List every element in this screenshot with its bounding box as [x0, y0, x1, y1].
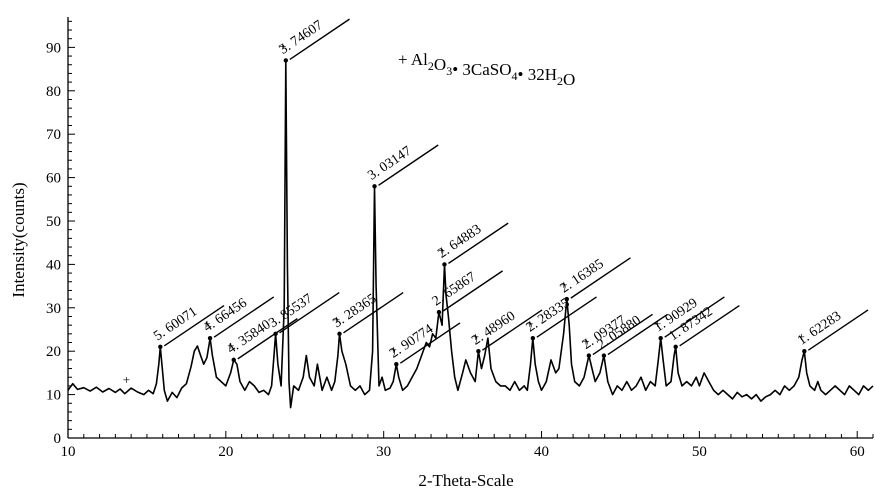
y-axis-title: Intensity(counts) — [9, 182, 28, 297]
peak-annotation: 3. 74607+ — [277, 18, 350, 63]
peak-leader-line — [378, 144, 439, 186]
ettringite-marker: + — [123, 372, 130, 387]
peak-annotation: 2. 64883+ — [435, 222, 509, 267]
y-tick-label: 30 — [46, 301, 61, 317]
peak-point — [530, 335, 536, 341]
ettringite-marker: + — [472, 329, 479, 344]
peak-point — [586, 353, 592, 358]
peak-leader-line — [237, 318, 298, 360]
peak-leader-line — [213, 296, 275, 338]
peak-point — [273, 331, 278, 337]
peak-point — [476, 348, 481, 354]
y-tick-label: 80 — [46, 84, 61, 100]
peak-point — [372, 184, 377, 189]
peak-point — [283, 58, 289, 63]
peak-point — [658, 335, 663, 341]
peak-leader-line — [536, 296, 597, 338]
y-tick-label: 10 — [46, 388, 61, 404]
peak-leader-line — [163, 305, 225, 347]
peak-leader-line — [807, 309, 869, 351]
peak-annotation: 3. 28365+ — [330, 291, 404, 337]
x-tick-label: 40 — [534, 444, 549, 460]
peak-annotation: 3. 03147 — [365, 144, 439, 189]
peak-annotation: 2. 65867 — [430, 270, 504, 315]
peak-leader-line — [343, 291, 404, 334]
peak-point — [436, 309, 442, 315]
ettringite-marker: + — [798, 329, 805, 344]
peak-annotation: 4. 35840+ — [225, 317, 298, 363]
y-ticks: 0 10 20 30 40 50 60 70 80 90 — [46, 20, 75, 447]
peak-leader-line — [442, 270, 504, 312]
peak-point — [442, 262, 447, 267]
peak-annotation: 3. 85537 — [266, 291, 340, 337]
axes — [67, 17, 873, 439]
ettringite-marker: + — [438, 242, 445, 257]
peak-point — [158, 344, 163, 350]
ettringite-marker: + — [654, 316, 661, 331]
peak-annotation: 2. 16385+ — [558, 257, 631, 302]
peak-leader-line — [448, 222, 509, 264]
ettringite-marker: + — [279, 38, 286, 53]
diffraction-trace — [67, 59, 874, 409]
y-tick-label: 90 — [46, 40, 61, 56]
peak-leader-line — [289, 18, 350, 60]
x-tick-label: 10 — [61, 444, 76, 460]
ettringite-marker: + — [560, 277, 567, 292]
y-tick-label: 40 — [46, 257, 61, 273]
y-tick-label: 0 — [54, 431, 62, 447]
ettringite-marker: + — [526, 316, 533, 331]
peak-leader-line — [664, 296, 725, 338]
ettringite-marker: + — [333, 312, 340, 327]
y-tick-label: 50 — [46, 214, 61, 230]
x-axis-title: 2-Theta-Scale — [418, 471, 513, 490]
ettringite-marker: + — [582, 334, 589, 349]
y-tick-label: 60 — [46, 171, 61, 187]
peak-point — [207, 335, 213, 341]
peak-leader-line — [399, 322, 461, 364]
peak-point — [564, 296, 569, 302]
peak-annotation: 1. 62283+ — [795, 309, 869, 354]
peak-leader-line — [482, 309, 543, 351]
x-tick-label: 30 — [376, 444, 391, 460]
ettringite-marker: + — [227, 338, 234, 353]
peak-point — [673, 344, 678, 350]
peak-point — [601, 353, 607, 358]
peak-point — [394, 362, 399, 367]
extra-markers: + — [123, 372, 130, 387]
x-ticks: 10 20 30 40 50 60 — [61, 431, 874, 460]
peak-point — [802, 348, 807, 354]
peak-point — [231, 357, 236, 363]
x-tick-label: 60 — [850, 444, 865, 460]
legend: + Al2O3• 3CaSO4• 32H2O — [398, 50, 575, 89]
peak-leader-line — [592, 313, 653, 356]
peak-leader-line — [679, 305, 740, 347]
peak-leader-line — [279, 291, 340, 334]
ettringite-marker: + — [390, 342, 397, 357]
y-tick-label: 20 — [46, 344, 61, 360]
peak-leader-line — [607, 313, 668, 356]
peak-point — [337, 331, 342, 337]
x-tick-label: 20 — [218, 444, 233, 460]
ettringite-marker: + — [203, 316, 210, 331]
peak-leader-line — [570, 257, 631, 299]
y-tick-label: 70 — [46, 127, 61, 143]
x-tick-label: 50 — [692, 444, 707, 460]
